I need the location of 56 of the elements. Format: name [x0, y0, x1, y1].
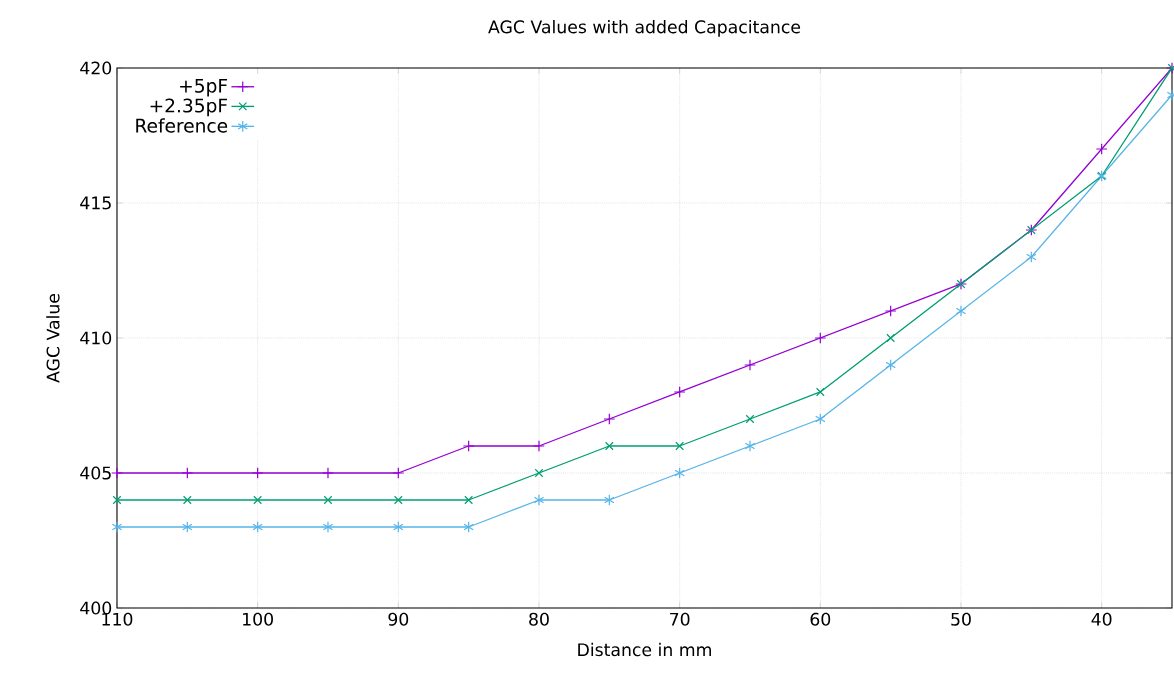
point — [1095, 143, 1108, 155]
chart-title: AGC Values with added Capacitance — [488, 20, 801, 37]
point — [253, 495, 263, 505]
y-tick-label: 410 — [80, 331, 112, 345]
point — [393, 495, 403, 505]
point — [182, 521, 193, 533]
point — [322, 521, 334, 533]
point — [534, 468, 544, 478]
x-tick-label: 60 — [810, 612, 831, 626]
point — [955, 305, 967, 317]
point — [815, 413, 826, 425]
point — [323, 495, 333, 505]
point — [1026, 251, 1037, 263]
point — [251, 467, 264, 479]
y-tick-label: 405 — [80, 466, 111, 480]
point — [533, 440, 545, 452]
y-tick-label: 415 — [80, 196, 111, 210]
legend-label: Reference — [136, 118, 228, 133]
point — [675, 441, 685, 451]
point — [604, 441, 614, 451]
x-tick-label: 90 — [388, 612, 409, 626]
point — [884, 305, 897, 317]
y-tick-label: 420 — [80, 61, 112, 75]
point — [463, 521, 474, 533]
point — [744, 440, 756, 452]
x-tick-label: 70 — [670, 612, 690, 626]
point — [603, 413, 616, 425]
point — [462, 440, 475, 452]
x-tick-label: 80 — [529, 612, 549, 626]
point — [252, 521, 263, 533]
x-axis-title: Distance in mm — [578, 642, 711, 657]
point — [744, 359, 756, 371]
point — [182, 495, 192, 505]
x-tick-label: 50 — [951, 612, 971, 626]
point — [674, 467, 685, 479]
legend-label: +5pF — [180, 78, 228, 97]
legend-label: +2.35pF — [150, 98, 228, 117]
point — [181, 467, 194, 479]
point — [814, 332, 827, 344]
point — [393, 521, 404, 533]
point — [745, 414, 755, 424]
point — [111, 521, 123, 533]
point — [533, 494, 545, 506]
point — [673, 386, 686, 398]
point — [885, 359, 896, 371]
point — [604, 494, 615, 506]
point — [322, 467, 334, 479]
x-tick-label: 40 — [1091, 612, 1112, 626]
point — [886, 333, 896, 343]
point — [464, 495, 474, 505]
point — [112, 495, 122, 505]
x-tick-label: 100 — [243, 612, 273, 626]
y-axis-title: AGC Value — [46, 293, 60, 383]
point — [815, 387, 825, 397]
point — [392, 467, 405, 479]
point — [111, 467, 123, 479]
